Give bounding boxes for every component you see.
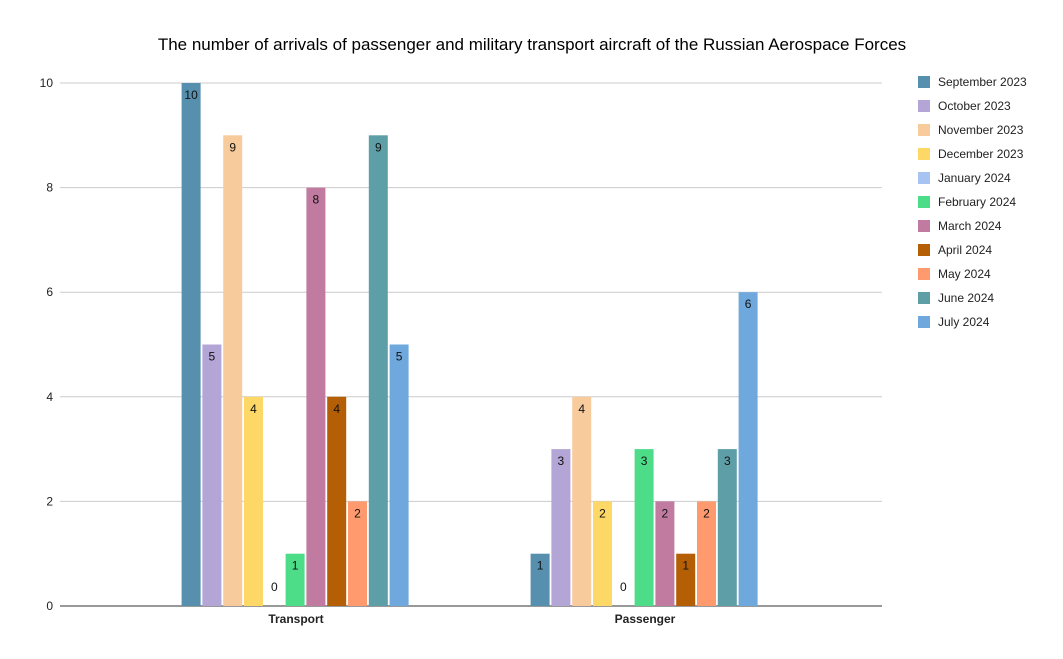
data-label: 1	[537, 559, 544, 573]
legend-label: May 2024	[938, 267, 991, 281]
data-label: 2	[599, 506, 606, 520]
x-tick-label: Transport	[268, 612, 323, 626]
data-label: 0	[620, 580, 627, 594]
data-label: 2	[703, 506, 710, 520]
bar	[530, 553, 550, 606]
y-tick-label: 4	[46, 390, 53, 404]
legend-swatch	[918, 220, 930, 232]
legend-swatch	[918, 124, 930, 136]
legend-swatch	[918, 196, 930, 208]
legend-swatch	[918, 148, 930, 160]
bar	[572, 396, 592, 606]
legend-label: April 2024	[938, 243, 992, 257]
legend-label: February 2024	[938, 195, 1016, 209]
data-label: 9	[375, 140, 382, 154]
legend-label: October 2023	[938, 99, 1011, 113]
legend-label: June 2024	[938, 291, 994, 305]
data-label: 3	[641, 454, 648, 468]
bar	[181, 83, 201, 606]
data-label: 5	[209, 350, 216, 364]
legend-swatch	[918, 316, 930, 328]
bar	[593, 501, 612, 606]
data-label: 8	[313, 193, 320, 207]
bar	[676, 553, 696, 606]
data-label: 1	[292, 559, 299, 573]
legend-swatch	[918, 172, 930, 184]
legend-label: January 2024	[938, 171, 1011, 185]
y-tick-label: 2	[46, 494, 53, 508]
data-label: 3	[724, 454, 731, 468]
data-label: 6	[745, 297, 752, 311]
bar	[697, 501, 716, 606]
legend-swatch	[918, 76, 930, 88]
y-tick-label: 8	[46, 181, 53, 195]
legend-swatch	[918, 100, 930, 112]
legend-label: March 2024	[938, 219, 1002, 233]
chart-title: The number of arrivals of passenger and …	[158, 35, 906, 54]
bar	[327, 396, 347, 606]
data-label: 10	[184, 88, 198, 102]
bar	[717, 449, 737, 606]
legend-label: July 2024	[938, 315, 990, 329]
data-label: 2	[354, 506, 361, 520]
legend-swatch	[918, 292, 930, 304]
legend-label: November 2023	[938, 123, 1024, 137]
bar	[348, 501, 367, 606]
bar	[389, 344, 409, 606]
bar	[202, 344, 222, 606]
x-tick-label: Passenger	[615, 612, 676, 626]
data-label: 4	[250, 402, 257, 416]
bar	[306, 187, 326, 606]
data-label: 5	[396, 350, 403, 364]
data-label: 1	[682, 559, 689, 573]
y-tick-label: 10	[40, 76, 54, 90]
bar	[223, 135, 243, 607]
legend-swatch	[918, 244, 930, 256]
bar	[655, 501, 675, 606]
data-label: 4	[578, 402, 585, 416]
legend-label: December 2023	[938, 147, 1024, 161]
data-label: 2	[662, 506, 669, 520]
data-label: 4	[333, 402, 340, 416]
bar	[738, 292, 758, 606]
y-tick-label: 0	[46, 599, 53, 613]
legend-label: September 2023	[938, 75, 1027, 89]
data-label: 3	[558, 454, 565, 468]
bar	[368, 135, 388, 607]
y-tick-label: 6	[46, 285, 53, 299]
bar	[634, 449, 654, 606]
legend-swatch	[918, 268, 930, 280]
bar	[285, 553, 305, 606]
bar	[551, 449, 571, 606]
data-label: 0	[271, 580, 278, 594]
data-label: 9	[229, 140, 236, 154]
bar	[244, 396, 263, 606]
